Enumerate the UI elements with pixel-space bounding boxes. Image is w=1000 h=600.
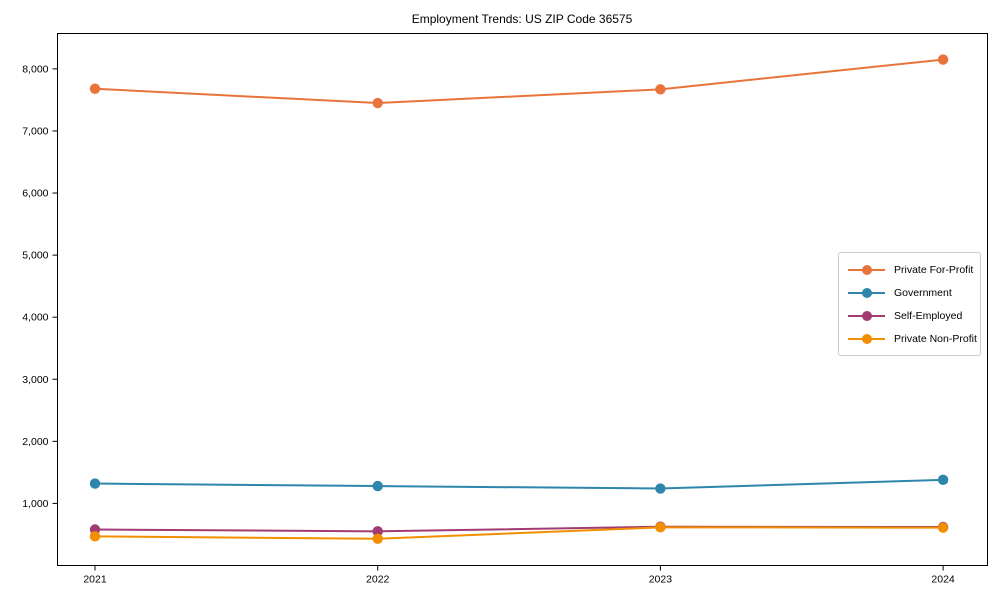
y-tick-label: 8,000 (22, 63, 48, 75)
data-point-government-2021 (89, 478, 101, 489)
legend-label-self-employed: Self-Employed (894, 309, 963, 322)
data-point-private-non-profit-2023 (655, 522, 666, 533)
series-line-private-non-profit (94, 526, 945, 540)
series-line-government (94, 478, 945, 490)
legend-item-private-non-profit: Private Non-Profit (848, 327, 977, 350)
legend-marker-private-for-profit-icon (848, 264, 885, 276)
plot-border (57, 33, 988, 566)
data-point-self-employed-2022 (372, 526, 383, 537)
x-tick-label: 2021 (83, 574, 107, 586)
series-line-private-for-profit (94, 58, 945, 105)
data-point-private-non-profit-2024 (937, 522, 949, 533)
legend-item-government: Government (848, 281, 971, 304)
legend-item-private-for-profit: Private For-Profit (848, 258, 974, 281)
legend-marker-government-icon (848, 287, 885, 299)
data-point-private-for-profit-2021 (89, 83, 101, 94)
data-point-private-for-profit-2024 (937, 54, 949, 65)
y-tick-label: 6,000 (22, 188, 48, 200)
y-tick-label: 3,000 (22, 374, 48, 386)
legend: Private For-Profit Government Self-Employe… (838, 252, 981, 356)
y-tick-label: 1,000 (22, 498, 48, 510)
series-government (89, 474, 949, 494)
x-tick-label: 2023 (649, 574, 673, 586)
data-point-private-non-profit-2022 (372, 533, 383, 545)
legend-label-private-for-profit: Private For-Profit (894, 263, 974, 276)
x-tick-label: 2022 (366, 574, 390, 586)
legend-label-government: Government (894, 286, 952, 299)
y-tick-label: 5,000 (22, 250, 48, 262)
data-point-government-2024 (937, 474, 949, 486)
y-tick-label: 4,000 (22, 312, 48, 324)
data-point-private-non-profit-2021 (89, 531, 101, 542)
data-point-government-2022 (372, 480, 383, 492)
series-private-for-profit (89, 54, 949, 109)
series-private-non-profit (89, 522, 949, 545)
data-point-private-for-profit-2022 (372, 97, 383, 109)
x-tick-label: 2024 (931, 574, 955, 586)
legend-marker-self-employed-icon (848, 310, 885, 322)
legend-marker-private-non-profit-icon (848, 333, 885, 345)
y-tick-label: 2,000 (22, 436, 48, 448)
y-tick-label: 7,000 (22, 125, 48, 137)
x-axis: 2021 2022 2023 2024 (83, 565, 955, 586)
legend-item-self-employed: Self-Employed (848, 304, 971, 327)
data-point-government-2023 (655, 483, 666, 494)
chart-title: Employment Trends: US ZIP Code 36575 (411, 12, 633, 26)
legend-label-private-non-profit: Private Non-Profit (894, 332, 977, 345)
series-self-employed (89, 521, 949, 537)
data-point-private-for-profit-2023 (655, 84, 666, 95)
y-axis: 1,000 2,000 3,000 4,000 5,000 6,000 7,000 8,000 (22, 63, 58, 510)
